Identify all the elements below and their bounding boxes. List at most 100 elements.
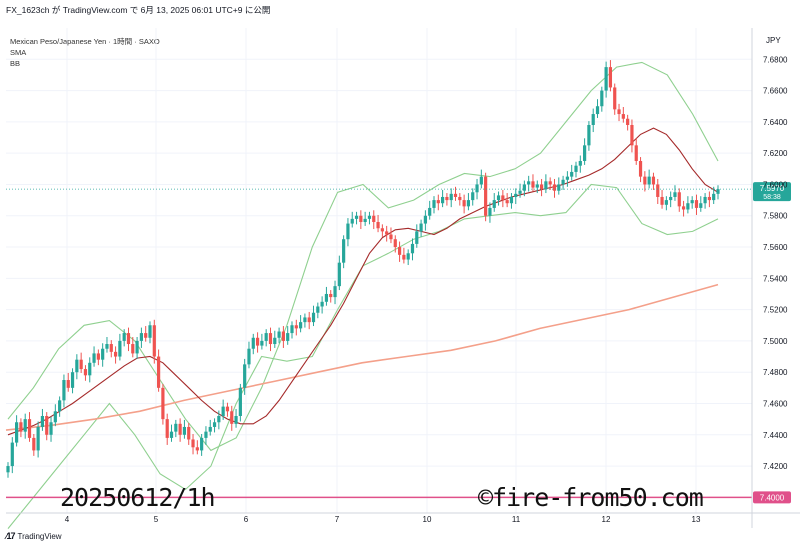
moving-averages — [5, 127, 719, 436]
candle-body — [600, 90, 604, 107]
candle-body — [419, 223, 423, 232]
candle-body — [565, 176, 569, 180]
y-tick-label: 7.5800 — [763, 212, 788, 221]
candle-body — [101, 348, 105, 360]
candle-body — [53, 411, 57, 423]
candle-body — [436, 200, 440, 204]
candle-body — [608, 67, 613, 88]
symbol-label[interactable]: Mexican Peso/Japanese Yen · 1時間 · SAXO — [10, 37, 160, 46]
candle-body — [406, 253, 410, 260]
candle-body — [294, 325, 298, 329]
candle-body — [514, 193, 518, 197]
candle-body — [707, 196, 711, 201]
candle-body — [144, 333, 148, 338]
candle-body — [174, 423, 178, 432]
candle-body — [539, 184, 544, 190]
candle-body — [19, 422, 23, 432]
candle-body — [109, 344, 113, 352]
candle-body — [255, 337, 260, 346]
candle-body — [324, 293, 329, 302]
candle-body — [40, 416, 45, 427]
candle-body — [428, 207, 432, 216]
indicator-bb-label[interactable]: BB — [10, 59, 21, 68]
candle-body — [651, 176, 656, 185]
candle-body — [664, 200, 668, 205]
candle-body — [522, 184, 526, 191]
candle-body — [458, 196, 462, 201]
candle-body — [557, 184, 561, 191]
candle-body — [243, 364, 247, 388]
candle-body — [354, 215, 359, 219]
candle-body — [79, 359, 83, 370]
candle-body — [225, 406, 230, 412]
candle-body — [385, 231, 389, 235]
candle-body — [669, 196, 673, 201]
candle-body — [169, 431, 174, 438]
last-price-label: 7.5970 — [760, 184, 785, 193]
y-tick-label: 7.5400 — [763, 274, 788, 283]
candle-body — [415, 231, 419, 244]
candle-body — [191, 439, 195, 448]
candle-body — [359, 215, 363, 222]
candle-body — [49, 422, 53, 435]
y-tick-label: 7.5000 — [763, 337, 788, 346]
candle-body — [389, 234, 393, 240]
candle-body — [58, 400, 62, 412]
candle-body — [264, 333, 268, 341]
candle-body — [10, 442, 14, 467]
indicator-sma-label[interactable]: SMA — [10, 48, 27, 57]
candle-body — [561, 179, 565, 185]
candle-body — [187, 426, 191, 440]
candle-body — [316, 306, 320, 313]
y-tick-label: 7.6800 — [763, 55, 788, 64]
candle-body — [423, 215, 427, 224]
candle-body — [647, 176, 651, 185]
candle-body — [441, 196, 445, 204]
candle-body — [329, 293, 333, 298]
candle-body — [251, 337, 255, 349]
candle-body — [131, 344, 135, 354]
candle-body — [273, 337, 277, 345]
candle-body — [96, 353, 100, 360]
candle-body — [92, 353, 96, 363]
y-tick-label: 7.4400 — [763, 431, 788, 440]
sma-long-line — [5, 283, 719, 431]
candle-body — [350, 218, 354, 224]
candle-body — [445, 196, 449, 201]
candle-body — [449, 193, 453, 201]
candle-body — [677, 192, 681, 207]
candle-body — [320, 301, 324, 307]
candle-body — [643, 176, 647, 185]
x-tick-label: 7 — [335, 515, 340, 524]
candle-body — [527, 181, 531, 185]
candle-body — [484, 176, 488, 216]
candle-body — [604, 67, 608, 91]
candle-body — [23, 419, 27, 432]
candle-body — [475, 184, 479, 193]
candle-body — [552, 184, 557, 191]
candle-body — [247, 348, 251, 365]
candle-body — [544, 181, 548, 190]
candle-body — [303, 317, 307, 323]
candle-body — [574, 165, 578, 172]
candle-body — [703, 196, 707, 204]
candle-body — [660, 196, 664, 205]
x-tick-label: 4 — [65, 515, 70, 524]
candle-body — [268, 333, 273, 345]
candle-body — [45, 416, 49, 435]
candle-body — [591, 114, 595, 125]
axes: 7.6800 7.6600 7.6400 7.6200 7.6000 7.5800 7.56… — [6, 28, 800, 528]
bollinger-bands — [7, 61, 719, 529]
candle-body — [200, 437, 204, 451]
tradingview-brand[interactable]: ⁄17 TradingView — [6, 531, 62, 541]
candle-body — [617, 109, 621, 115]
candle-body — [152, 325, 156, 357]
currency-label[interactable]: JPY — [766, 36, 781, 45]
candle-body — [36, 426, 40, 451]
candle-body — [204, 431, 208, 438]
x-tick-label: 13 — [692, 515, 701, 524]
y-tick-label: 7.4200 — [763, 462, 788, 471]
candle-body — [587, 125, 591, 146]
candle-body — [212, 422, 217, 427]
